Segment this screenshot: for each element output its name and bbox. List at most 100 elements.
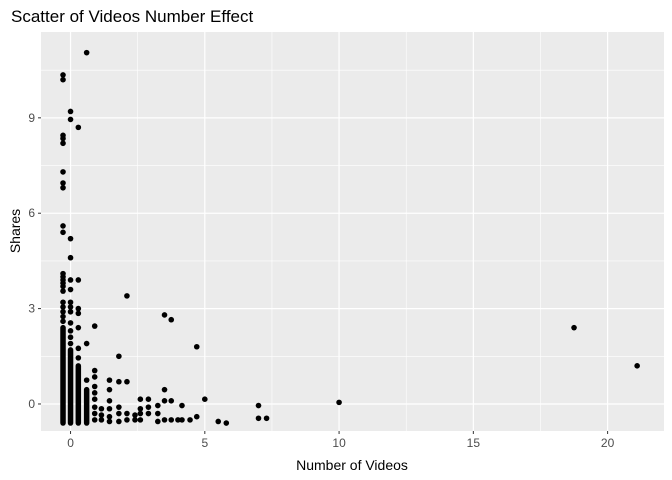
data-point xyxy=(145,404,152,410)
data-point xyxy=(155,410,161,417)
data-point xyxy=(124,293,130,299)
data-point xyxy=(60,72,66,78)
data-point xyxy=(67,320,74,326)
x-tick-label: 0 xyxy=(67,436,74,450)
data-point xyxy=(83,340,90,347)
data-point xyxy=(67,277,74,283)
data-point xyxy=(193,413,200,420)
data-point xyxy=(60,313,66,320)
data-point xyxy=(91,410,98,417)
data-point xyxy=(91,367,98,374)
data-point xyxy=(116,418,122,425)
data-point xyxy=(75,124,82,131)
data-point xyxy=(215,418,222,425)
data-point xyxy=(60,229,66,236)
data-point xyxy=(60,308,66,315)
data-point xyxy=(67,254,74,261)
data-point xyxy=(124,410,130,417)
data-point xyxy=(91,383,98,390)
panel-background xyxy=(41,32,664,431)
data-point xyxy=(202,396,208,403)
data-point xyxy=(145,410,152,417)
data-point xyxy=(60,318,66,325)
data-point xyxy=(60,304,66,310)
data-point xyxy=(75,345,82,352)
data-point xyxy=(75,324,82,331)
data-point xyxy=(336,399,342,406)
data-point xyxy=(91,396,98,403)
data-point xyxy=(106,405,113,412)
data-point xyxy=(75,310,82,317)
data-point xyxy=(67,235,74,242)
data-point xyxy=(179,417,185,423)
data-point xyxy=(168,397,175,404)
y-axis: 0 3 6 9 xyxy=(28,111,41,411)
x-tick-label: 20 xyxy=(601,436,615,450)
data-point xyxy=(91,390,98,396)
data-point xyxy=(67,308,74,315)
data-point xyxy=(106,413,113,420)
data-point xyxy=(161,417,168,423)
data-point xyxy=(91,374,98,380)
x-tick-label: 5 xyxy=(201,436,208,450)
y-tick-label: 3 xyxy=(28,302,35,316)
data-point xyxy=(137,417,144,423)
data-point xyxy=(67,340,74,347)
data-point xyxy=(132,417,138,423)
data-point xyxy=(67,328,74,334)
y-axis-title: Shares xyxy=(7,209,23,253)
data-point xyxy=(634,363,640,369)
data-point xyxy=(98,412,105,418)
data-point xyxy=(132,412,138,418)
data-point xyxy=(91,417,98,423)
data-point xyxy=(155,418,161,425)
data-point xyxy=(75,355,82,361)
data-point xyxy=(137,410,144,417)
data-point xyxy=(98,405,105,412)
data-point xyxy=(60,223,66,229)
data-point xyxy=(91,404,98,410)
data-point xyxy=(161,312,168,318)
data-point xyxy=(137,396,144,403)
data-point xyxy=(106,386,113,393)
data-point xyxy=(255,415,262,422)
data-point xyxy=(75,305,82,312)
grid-minor xyxy=(41,32,664,431)
data-point xyxy=(106,418,113,425)
data-point xyxy=(124,378,130,385)
data-point xyxy=(67,116,74,123)
y-tick-label: 0 xyxy=(28,397,35,411)
data-point xyxy=(187,417,193,423)
data-point xyxy=(106,377,113,383)
data-point xyxy=(83,377,90,383)
data-point xyxy=(168,316,175,323)
data-point xyxy=(67,334,74,341)
x-axis: 0 5 10 15 20 xyxy=(67,431,615,450)
data-point xyxy=(60,288,66,294)
data-point xyxy=(116,378,122,385)
data-point xyxy=(155,402,161,409)
data-point xyxy=(179,402,185,409)
data-point xyxy=(60,299,66,306)
data-point xyxy=(106,397,113,404)
data-point xyxy=(161,397,168,404)
data-point xyxy=(91,323,98,329)
data-point xyxy=(263,415,270,422)
data-point xyxy=(60,180,66,186)
data-point xyxy=(67,286,74,293)
data-point xyxy=(124,417,130,423)
data-point xyxy=(60,184,66,191)
data-point xyxy=(145,396,152,403)
x-axis-title: Number of Videos xyxy=(296,457,408,473)
x-tick-label: 15 xyxy=(467,436,481,450)
data-point xyxy=(116,353,122,360)
data-points xyxy=(60,49,640,426)
data-point xyxy=(67,299,74,306)
data-point xyxy=(83,49,90,56)
data-point xyxy=(67,108,74,115)
data-point xyxy=(116,404,122,410)
data-point xyxy=(116,410,122,417)
x-tick-label: 10 xyxy=(332,436,346,450)
grid-major xyxy=(41,32,664,431)
chart-title: Scatter of Videos Number Effect xyxy=(11,7,253,26)
